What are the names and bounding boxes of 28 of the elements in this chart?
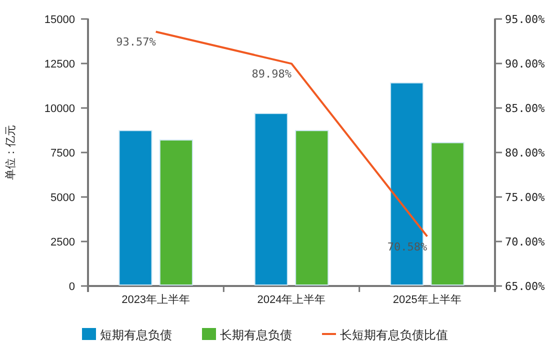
y-tick-label: 12500 [44, 58, 75, 70]
x-tick-label: 2024年上半年 [257, 293, 326, 306]
bar [430, 142, 464, 286]
y-tick-label: 10000 [44, 103, 75, 115]
bar [118, 130, 152, 286]
y2-tick-label: 75.00% [505, 191, 546, 204]
y-tick-label: 2500 [50, 236, 75, 248]
legend-label: 短期有息负债 [100, 328, 172, 342]
x-tick-label: 2025年上半年 [392, 293, 462, 306]
bar [254, 113, 288, 286]
y2-tick-label: 65.00% [505, 280, 546, 293]
y-tick-label: 0 [68, 281, 75, 293]
bar [295, 130, 329, 286]
y2-tick-label: 70.00% [505, 236, 546, 248]
legend-label: 长期有息负债 [220, 328, 292, 342]
data-label: 93.57% [116, 36, 156, 49]
x-tick-label: 2023年上半年 [122, 293, 190, 306]
y2-tick-label: 80.00% [505, 146, 546, 160]
y-tick-label: 5000 [50, 192, 75, 204]
data-label: 89.98% [252, 68, 292, 81]
bar [159, 140, 193, 286]
y2-tick-label: 85.00% [505, 102, 546, 115]
y2-tick-label: 90.00% [505, 58, 546, 70]
y-tick-label: 15000 [44, 14, 75, 26]
legend-label: 长短期有息负债比值 [340, 328, 448, 342]
y-axis-title: 单位：亿元 [4, 125, 17, 180]
y-tick-label: 7500 [50, 148, 75, 160]
y2-tick-label: 95.00% [505, 13, 546, 26]
